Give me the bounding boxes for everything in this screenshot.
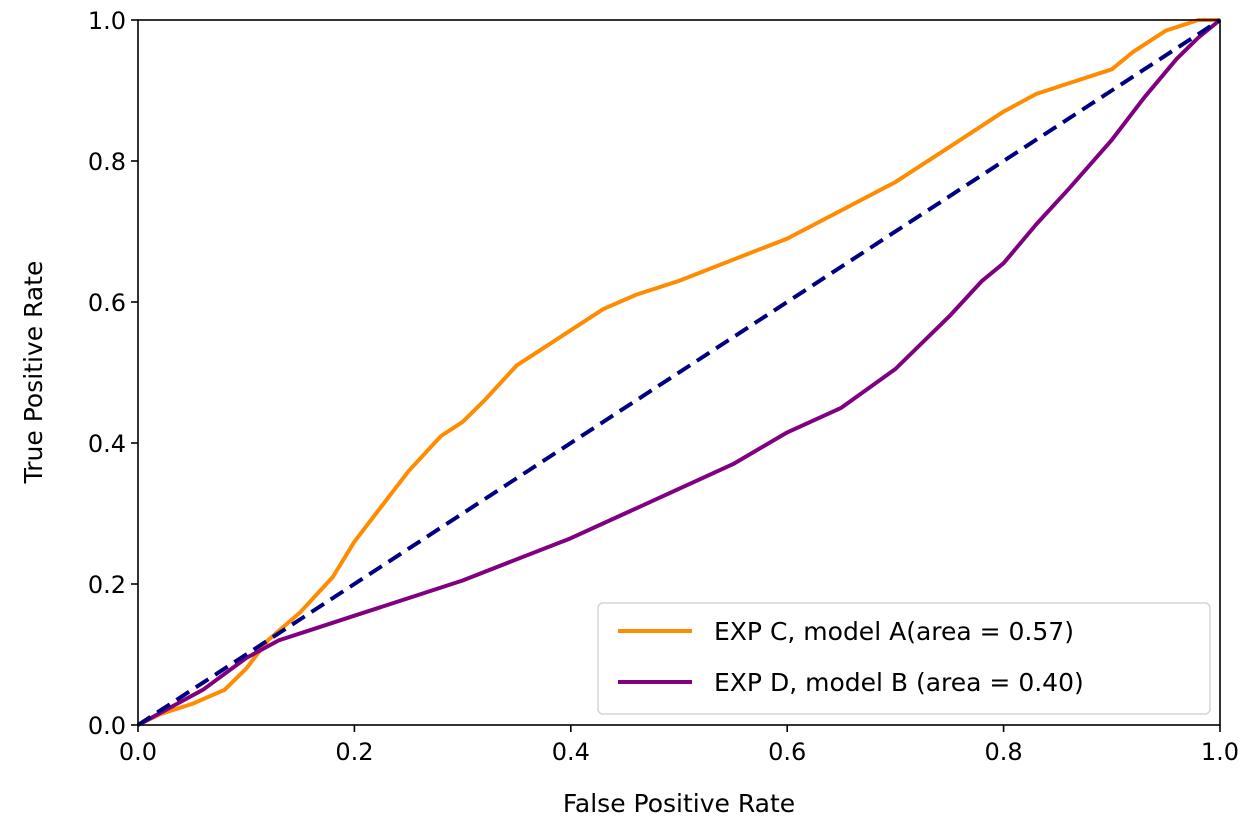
x-axis-ticks: 0.0 0.2 0.4 0.6 0.8 1.0	[119, 725, 1239, 766]
x-tick-label: 0.6	[768, 738, 806, 766]
y-tick-label: 1.0	[88, 7, 126, 35]
y-tick-label: 0.0	[88, 712, 126, 740]
x-tick-label: 0.0	[119, 738, 157, 766]
y-axis-label: True Positive Rate	[19, 261, 48, 485]
legend-box	[597, 602, 1211, 715]
y-tick-label: 0.6	[88, 289, 126, 317]
y-tick-label: 0.4	[88, 430, 126, 458]
x-tick-label: 0.2	[335, 738, 373, 766]
y-tick-label: 0.2	[88, 571, 126, 599]
plot-frame	[137, 19, 1221, 726]
legend-label-series-1: EXP D, model B (area = 0.40)	[714, 668, 1084, 697]
legend: EXP C, model A(area = 0.57) EXP D, model…	[597, 602, 1211, 715]
chance-diagonal-line	[136, 18, 1222, 727]
y-tick-label: 0.8	[88, 148, 126, 176]
legend-label-series-0: EXP C, model A(area = 0.57)	[714, 617, 1074, 646]
series-line-1	[137, 18, 1222, 727]
x-axis-label: False Positive Rate	[563, 789, 795, 818]
x-tick-label: 0.8	[985, 738, 1023, 766]
x-tick-label: 0.4	[552, 738, 590, 766]
y-axis-ticks: 0.0 0.2 0.4 0.6 0.8 1.0	[88, 7, 138, 740]
plot-lines	[136, 18, 1222, 727]
x-tick-label: 1.0	[1201, 738, 1239, 766]
